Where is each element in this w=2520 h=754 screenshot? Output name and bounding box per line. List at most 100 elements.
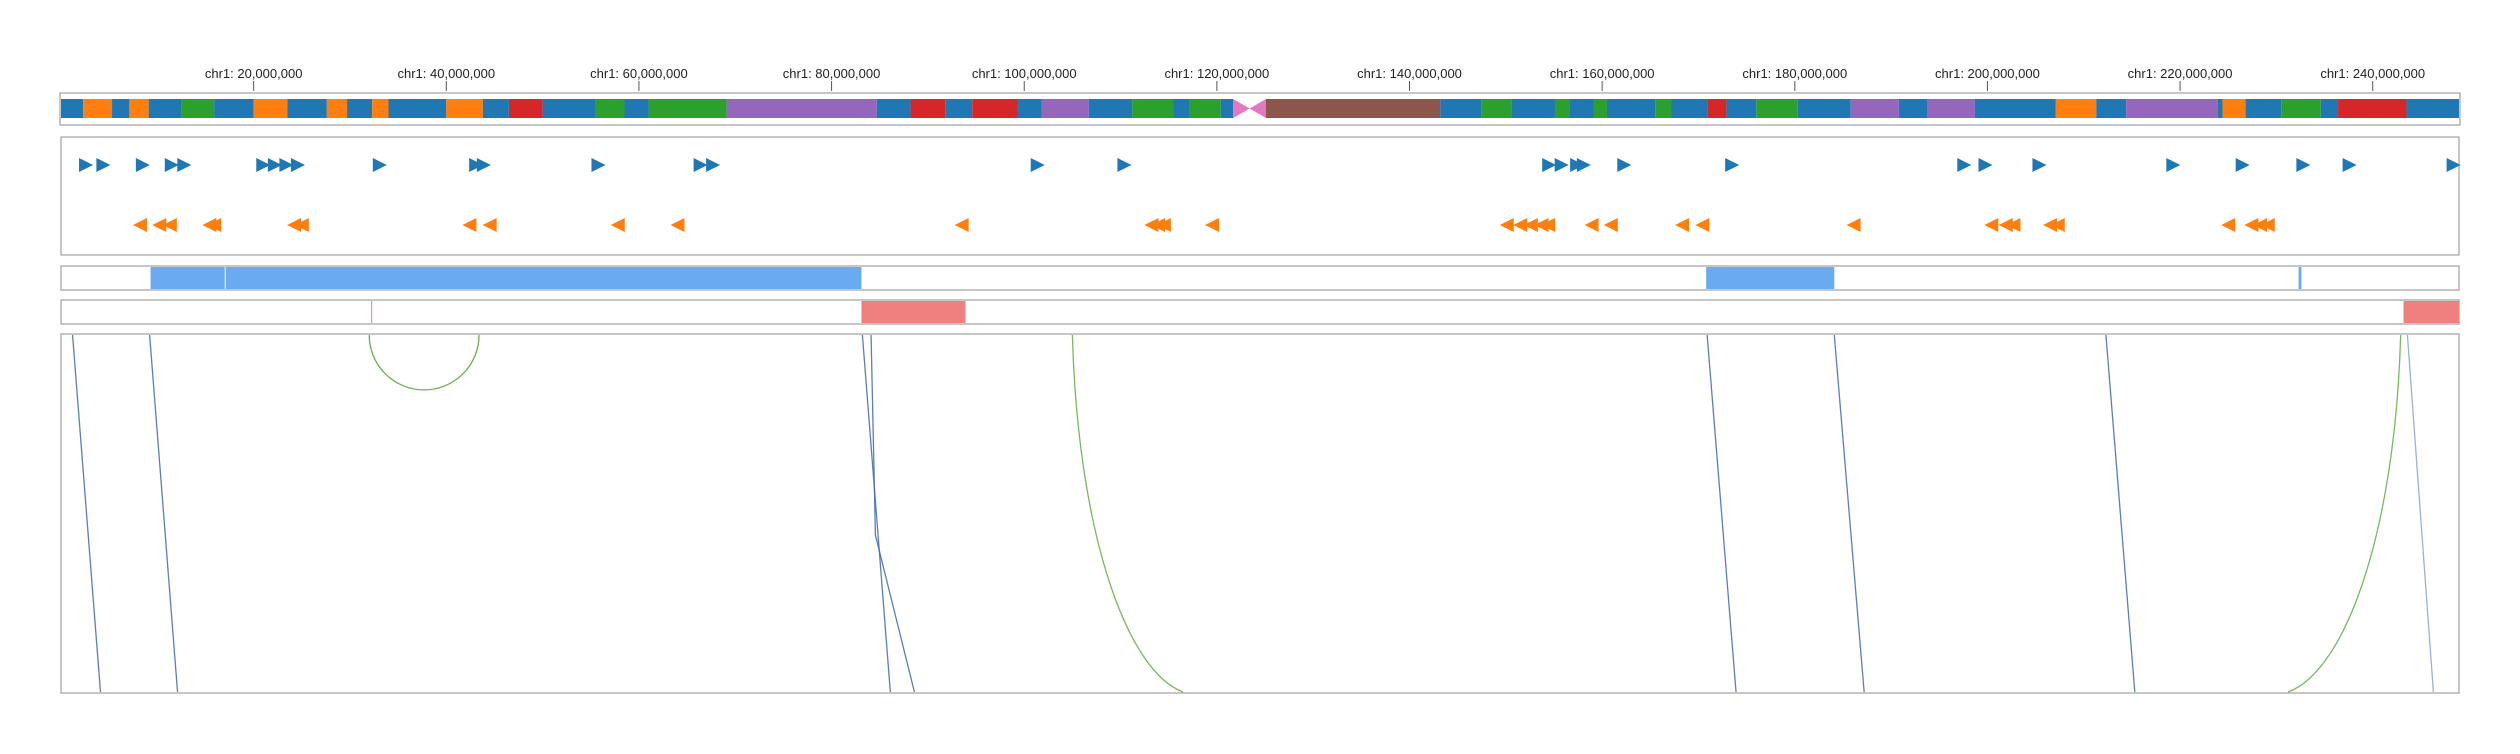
cytoband[interactable] xyxy=(1606,99,1656,118)
reverse-gene-arrow[interactable] xyxy=(2006,218,2021,232)
cytoband[interactable] xyxy=(2217,99,2223,118)
link-arc[interactable] xyxy=(2406,334,2435,693)
red-interval[interactable] xyxy=(371,301,373,323)
cytoband[interactable] xyxy=(910,99,946,118)
forward-gene-arrow[interactable] xyxy=(1617,158,1632,172)
forward-gene-arrow[interactable] xyxy=(2342,158,2357,172)
cytoband[interactable] xyxy=(1671,99,1708,118)
reverse-gene-arrow[interactable] xyxy=(2253,218,2268,232)
cytoband[interactable] xyxy=(2406,99,2459,118)
cytoband[interactable] xyxy=(253,99,288,118)
reverse-gene-arrow[interactable] xyxy=(1998,218,2013,232)
reverse-gene-arrow[interactable] xyxy=(610,218,625,232)
link-arc[interactable] xyxy=(1833,334,1865,693)
reverse-gene-arrow[interactable] xyxy=(152,218,167,232)
forward-gene-arrow[interactable] xyxy=(693,158,708,172)
cytoband[interactable] xyxy=(326,99,348,118)
forward-gene-arrow[interactable] xyxy=(135,158,150,172)
cytoband[interactable] xyxy=(2055,99,2097,118)
forward-gene-arrow[interactable] xyxy=(164,158,179,172)
link-arc[interactable] xyxy=(870,334,916,693)
cytoband[interactable] xyxy=(2126,99,2218,118)
interval-track-blue[interactable] xyxy=(60,265,2460,291)
link-arc[interactable] xyxy=(1706,334,1737,693)
cytoband[interactable] xyxy=(83,99,113,118)
reverse-gene-arrow[interactable] xyxy=(954,218,969,232)
cytoband[interactable] xyxy=(61,99,84,118)
cytoband[interactable] xyxy=(1974,99,2056,118)
forward-gene-arrow[interactable] xyxy=(2166,158,2181,172)
forward-gene-arrow[interactable] xyxy=(1554,158,1569,172)
reverse-gene-arrow[interactable] xyxy=(2043,218,2058,232)
cytoband[interactable] xyxy=(542,99,596,118)
forward-gene-arrow[interactable] xyxy=(96,158,111,172)
link-arc[interactable] xyxy=(861,334,891,693)
cytoband[interactable] xyxy=(648,99,727,118)
forward-gene-arrow[interactable] xyxy=(476,158,491,172)
cytoband[interactable] xyxy=(1707,99,1727,118)
cytoband[interactable] xyxy=(287,99,327,118)
forward-gene-arrow[interactable] xyxy=(290,158,305,172)
ideogram-track[interactable] xyxy=(59,92,2461,126)
cytoband[interactable] xyxy=(129,99,149,118)
reverse-gene-arrow[interactable] xyxy=(2221,218,2236,232)
link-arc[interactable] xyxy=(2105,334,2136,693)
cytoband[interactable] xyxy=(214,99,254,118)
forward-gene-arrow[interactable] xyxy=(2446,158,2461,172)
reverse-gene-arrow[interactable] xyxy=(2260,218,2275,232)
cytoband[interactable] xyxy=(508,99,543,118)
cytoband[interactable] xyxy=(347,99,373,118)
cytoband[interactable] xyxy=(1554,99,1570,118)
cytoband[interactable] xyxy=(1017,99,1042,118)
forward-gene-arrow[interactable] xyxy=(706,158,721,172)
reverse-gene-arrow[interactable] xyxy=(1156,218,1171,232)
reverse-gene-arrow[interactable] xyxy=(207,218,222,232)
cytoband[interactable] xyxy=(372,99,389,118)
reverse-gene-arrow[interactable] xyxy=(1695,218,1710,232)
forward-gene-arrow[interactable] xyxy=(1030,158,1045,172)
forward-gene-arrow[interactable] xyxy=(279,158,294,172)
reverse-gene-arrow[interactable] xyxy=(162,218,177,232)
blue-interval[interactable] xyxy=(1706,267,1835,289)
forward-gene-arrow[interactable] xyxy=(591,158,606,172)
forward-gene-arrow[interactable] xyxy=(469,158,484,172)
cytoband[interactable] xyxy=(595,99,625,118)
cytoband[interactable] xyxy=(1797,99,1851,118)
link-arc[interactable] xyxy=(148,334,179,693)
cytoband[interactable] xyxy=(1440,99,1482,118)
cytoband[interactable] xyxy=(726,99,877,118)
link-arc[interactable] xyxy=(2287,334,2402,693)
cytoband[interactable] xyxy=(972,99,1018,118)
cytoband[interactable] xyxy=(2338,99,2407,118)
cytoband[interactable] xyxy=(112,99,130,118)
reverse-gene-arrow[interactable] xyxy=(1205,218,1220,232)
cytoband[interactable] xyxy=(1927,99,1975,118)
link-arc[interactable] xyxy=(71,334,102,693)
reverse-gene-arrow[interactable] xyxy=(1603,218,1618,232)
reverse-gene-arrow[interactable] xyxy=(1675,218,1690,232)
forward-gene-arrow[interactable] xyxy=(256,158,271,172)
cytoband[interactable] xyxy=(1569,99,1594,118)
reverse-gene-arrow[interactable] xyxy=(132,218,147,232)
blue-interval[interactable] xyxy=(150,267,225,289)
forward-gene-arrow[interactable] xyxy=(79,158,94,172)
arc-link-track[interactable] xyxy=(60,333,2460,694)
reverse-gene-arrow[interactable] xyxy=(670,218,685,232)
cytoband[interactable] xyxy=(148,99,182,118)
interval-track-red[interactable] xyxy=(60,299,2460,325)
cytoband[interactable] xyxy=(945,99,973,118)
cytoband[interactable] xyxy=(1173,99,1190,118)
reverse-gene-arrow[interactable] xyxy=(294,218,309,232)
cytoband[interactable] xyxy=(1756,99,1798,118)
cytoband[interactable] xyxy=(876,99,911,118)
cytoband[interactable] xyxy=(1088,99,1133,118)
forward-gene-arrow[interactable] xyxy=(177,158,192,172)
cytoband[interactable] xyxy=(1481,99,1512,118)
gene-annotation-track[interactable] xyxy=(60,136,2461,256)
link-arc[interactable] xyxy=(1071,334,1184,693)
reverse-gene-arrow[interactable] xyxy=(1523,218,1538,232)
cytoband[interactable] xyxy=(1726,99,1757,118)
reverse-gene-arrow[interactable] xyxy=(2244,218,2259,232)
reverse-gene-arrow[interactable] xyxy=(462,218,477,232)
cytoband[interactable] xyxy=(1220,99,1234,118)
